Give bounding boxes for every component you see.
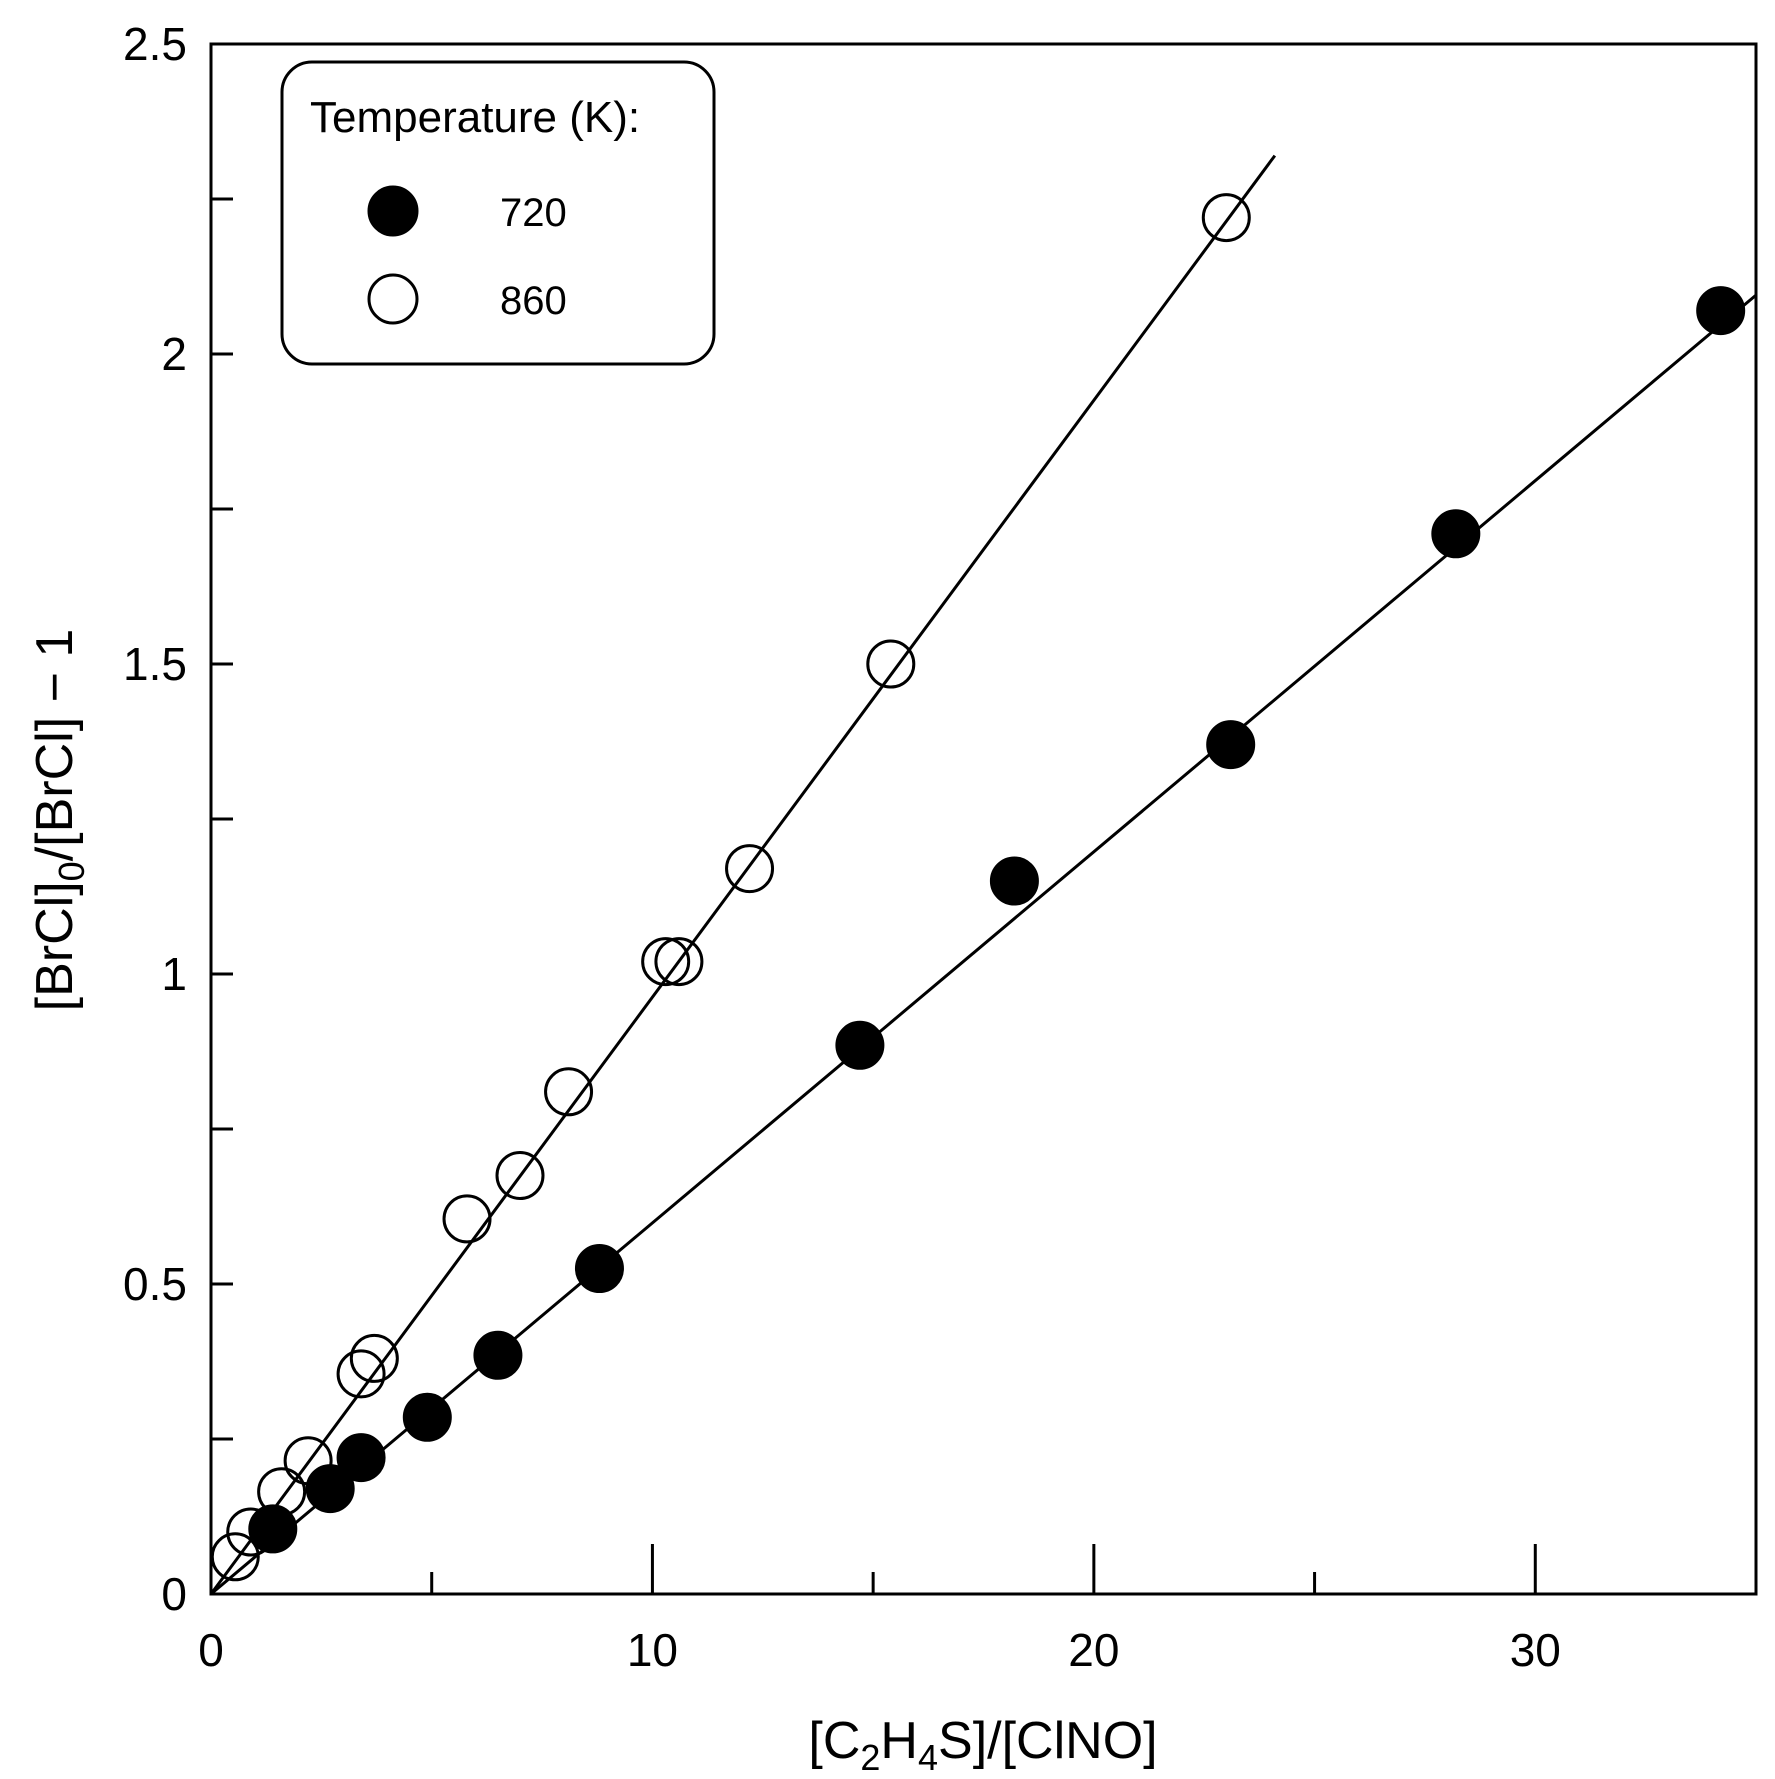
- data-point-860: [641, 937, 691, 987]
- x-axis-title-part-b: H: [880, 1712, 918, 1770]
- data-point-860: [495, 1151, 545, 1200]
- data-markers: [210, 193, 1746, 1582]
- x-axis-title-part-a: [C: [808, 1712, 860, 1770]
- x-tick-label: 30: [1510, 1624, 1561, 1676]
- x-axis-title-sub-1: 2: [860, 1737, 880, 1778]
- y-axis-title: [BrCl]0/[BrCl] − 1: [26, 629, 92, 1012]
- legend-marker-860: [367, 273, 419, 325]
- data-point-720: [336, 1433, 386, 1483]
- data-point-860: [283, 1436, 333, 1486]
- data-point-860: [1201, 193, 1251, 243]
- y-axis-ticks: 0 0.5 1 1.5 2 2.5: [123, 18, 233, 1620]
- data-point-860: [210, 1532, 260, 1582]
- fit-lines: [209, 154, 1757, 1596]
- legend-label-720: 720: [500, 191, 567, 235]
- x-axis-title: [C2H4S]/[ClNO]: [808, 1712, 1157, 1778]
- data-point-720: [989, 856, 1039, 906]
- x-tick-label: 10: [627, 1624, 678, 1676]
- data-point-860: [336, 1349, 386, 1399]
- data-point-860: [866, 639, 916, 689]
- y-tick-label: 2.5: [123, 18, 187, 70]
- legend-title: Temperature (K):: [310, 93, 640, 142]
- y-tick-label: 0: [161, 1568, 187, 1620]
- y-tick-label: 2: [161, 328, 187, 380]
- data-point-860: [349, 1333, 399, 1383]
- x-axis-ticks: 0 10 20 30: [198, 1544, 1561, 1676]
- fit-line-860: [209, 154, 1277, 1595]
- data-point-720: [835, 1020, 885, 1070]
- data-point-720: [574, 1244, 624, 1293]
- x-axis-title-sub-2: 4: [918, 1737, 938, 1778]
- data-point-720: [1431, 509, 1481, 559]
- data-point-720: [1696, 286, 1746, 336]
- y-tick-label: 1.5: [123, 638, 187, 690]
- y-tick-label: 1: [161, 948, 187, 1000]
- y-axis-title-part-b: /[BrCl] − 1: [26, 629, 84, 862]
- x-axis-title-part-c: S]/[ClNO]: [938, 1712, 1158, 1770]
- legend-label-860: 860: [500, 279, 567, 323]
- y-axis-title-sub: 0: [51, 861, 92, 881]
- data-point-860: [544, 1067, 594, 1117]
- legend: Temperature (K): 720 860: [280, 60, 716, 366]
- data-point-860: [226, 1507, 276, 1557]
- x-tick-label: 20: [1068, 1624, 1119, 1676]
- y-tick-label: 0.5: [123, 1258, 187, 1310]
- data-point-860: [725, 844, 775, 894]
- fit-line-720: [210, 293, 1757, 1596]
- data-point-860: [442, 1194, 492, 1244]
- data-point-720: [402, 1392, 452, 1442]
- data-point-860: [654, 937, 704, 987]
- data-point-860: [257, 1467, 307, 1517]
- data-point-720: [1206, 720, 1256, 770]
- y-axis-title-part-a: [BrCl]: [26, 881, 84, 1011]
- x-tick-label: 0: [198, 1624, 224, 1676]
- data-point-720: [473, 1330, 523, 1380]
- legend-marker-720: [367, 185, 419, 237]
